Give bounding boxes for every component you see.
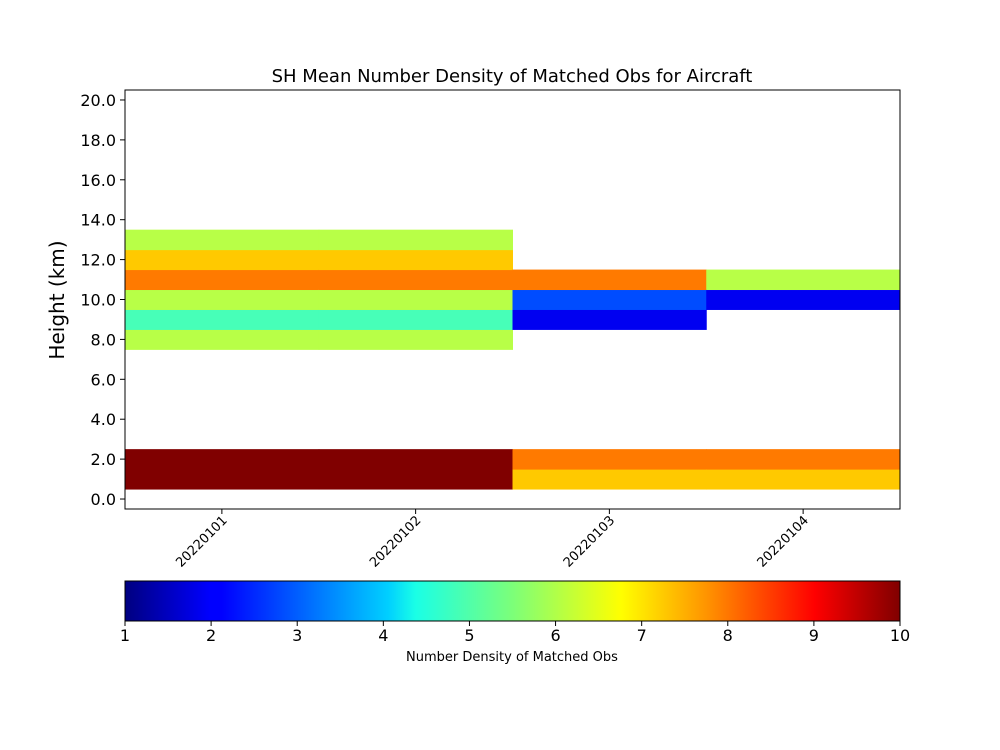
colorbar bbox=[124, 580, 901, 622]
heatmap-cell bbox=[512, 289, 707, 310]
heatmap-cell bbox=[318, 469, 513, 490]
heatmap-cell bbox=[512, 469, 707, 490]
heatmap-cell bbox=[706, 449, 901, 470]
y-tick-label: 8.0 bbox=[91, 330, 116, 349]
y-tick-label: 2.0 bbox=[91, 450, 116, 469]
heatmap-cell bbox=[318, 449, 513, 470]
y-tick-label: 14.0 bbox=[80, 211, 116, 230]
heatmap-cell bbox=[512, 449, 707, 470]
heatmap-cell bbox=[318, 289, 513, 310]
colorbar-label: Number Density of Matched Obs bbox=[406, 650, 618, 665]
colorbar-tick-label: 5 bbox=[464, 626, 474, 645]
colorbar-tick-label: 10 bbox=[890, 626, 910, 645]
y-tick-label: 6.0 bbox=[91, 370, 116, 389]
heatmap-cell bbox=[125, 449, 320, 470]
colorbar-tick-label: 6 bbox=[550, 626, 560, 645]
heatmap-cell bbox=[125, 249, 320, 271]
heatmap-cell bbox=[318, 249, 513, 271]
colorbar-tick-label: 2 bbox=[206, 626, 216, 645]
y-tick-label: 16.0 bbox=[80, 171, 116, 190]
colorbar-axis: 1 2 3 4 5 6 7 8 9 10 bbox=[120, 621, 910, 645]
heatmap-cell bbox=[125, 289, 320, 310]
heatmap-cell bbox=[125, 269, 320, 291]
colorbar-tick-label: 8 bbox=[723, 626, 733, 645]
heatmap-cell bbox=[125, 469, 320, 490]
heatmap-cell bbox=[125, 309, 320, 330]
y-axis-label: Height (km) bbox=[45, 240, 69, 359]
x-tick-label: 20220102 bbox=[367, 513, 424, 570]
colorbar-tick-label: 9 bbox=[809, 626, 819, 645]
y-tick-label: 20.0 bbox=[80, 91, 116, 110]
y-tick-label: 10.0 bbox=[80, 291, 116, 310]
heatmap-cell bbox=[706, 289, 901, 310]
x-axis: 20220101 20220102 20220103 20220104 bbox=[173, 509, 812, 571]
y-axis: 0.0 2.0 4.0 6.0 8.0 10.0 12.0 14.0 16.0 18.0 20.0 bbox=[80, 91, 125, 509]
y-tick-label: 18.0 bbox=[80, 131, 116, 150]
heatmap-cell bbox=[512, 309, 707, 330]
y-tick-label: 4.0 bbox=[91, 410, 116, 429]
chart-title: SH Mean Number Density of Matched Obs fo… bbox=[272, 66, 753, 87]
x-tick-label: 20220101 bbox=[173, 513, 230, 570]
colorbar-tick-label: 7 bbox=[637, 626, 647, 645]
heatmap-cell bbox=[706, 269, 901, 291]
y-tick-label: 12.0 bbox=[80, 251, 116, 270]
colorbar-tick-label: 3 bbox=[292, 626, 302, 645]
heatmap-cell bbox=[318, 309, 513, 330]
y-tick-label: 0.0 bbox=[91, 490, 116, 509]
colorbar-tick-label: 4 bbox=[378, 626, 388, 645]
heatmap-cell bbox=[512, 269, 707, 291]
heatmap-cells bbox=[125, 229, 901, 490]
heatmap-cell bbox=[318, 229, 513, 251]
heatmap-cell bbox=[706, 469, 901, 490]
x-tick-label: 20220103 bbox=[561, 513, 618, 570]
heatmap-cell bbox=[318, 329, 513, 350]
colorbar-tick-label: 1 bbox=[120, 626, 130, 645]
heatmap-cell bbox=[318, 269, 513, 291]
heatmap-cell bbox=[125, 229, 320, 251]
heatmap-cell bbox=[125, 329, 320, 350]
x-tick-label: 20220104 bbox=[755, 513, 812, 570]
